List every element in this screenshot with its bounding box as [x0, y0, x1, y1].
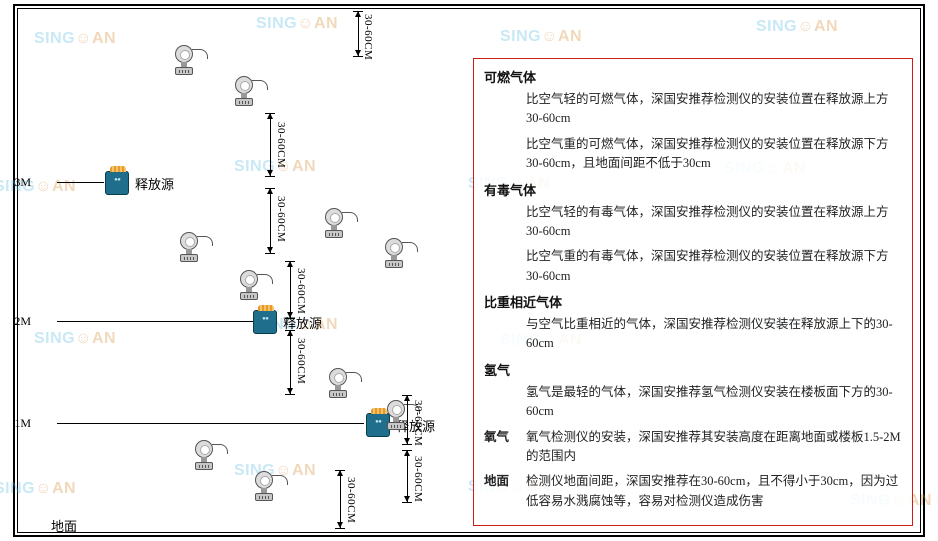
dimension-label: 30-60CM — [275, 122, 287, 168]
ground-label: 地面 — [51, 516, 77, 535]
dimension-arrow-icon — [337, 522, 343, 528]
section-heading: 地面 — [484, 472, 526, 491]
dimension-arrow-icon — [287, 312, 293, 318]
gas-detector-icon — [324, 368, 352, 398]
dimension-label: 30-60CM — [362, 14, 374, 60]
gas-detector-icon — [380, 238, 408, 268]
dimension-arrow-icon — [287, 330, 293, 336]
gas-detector-icon — [235, 270, 263, 300]
dimension-label: 30-60CM — [412, 400, 424, 446]
dimension-label: 30-60CM — [345, 477, 357, 523]
section-heading: 氧气 — [484, 428, 526, 447]
section-heading: 有毒气体 — [484, 180, 902, 199]
guideline-paragraph: 比空气重的可燃气体，深国安推荐检测仪的安装位置在释放源下方30-60cm，且地面… — [484, 135, 902, 174]
y-axis-tick — [57, 182, 104, 183]
dimension-line — [340, 470, 341, 528]
dimension-arrow-icon — [355, 11, 361, 17]
gas-detector-icon — [382, 400, 410, 430]
dimension-cap — [265, 176, 275, 177]
dimension-line — [270, 188, 271, 253]
dimension-label: 30-60CM — [275, 196, 287, 242]
dimension-arrow-icon — [404, 395, 410, 401]
source-device-icon — [105, 171, 129, 195]
dimension-line — [270, 113, 271, 176]
dimension-label: 30-60CM — [295, 268, 307, 314]
gas-detector-icon — [320, 208, 348, 238]
y-axis-label: 2M — [7, 314, 31, 329]
y-axis-tick — [57, 423, 364, 424]
y-axis-label: 3M — [7, 175, 31, 190]
dimension-arrow-icon — [287, 261, 293, 267]
dimension-arrow-icon — [404, 450, 410, 456]
dimension-line — [290, 330, 291, 394]
y-axis-tick — [57, 321, 253, 322]
gas-detector-icon — [170, 45, 198, 75]
dimension-cap — [335, 528, 345, 529]
guideline-paragraph: 氧气氧气检测仪的安装，深国安推荐其安装高度在距离地面或楼板1.5-2M的范围内 — [484, 428, 902, 467]
guideline-paragraph: 与空气比重相近的气体，深国安推荐检测仪安装在释放源上下的30-60cm — [484, 315, 902, 354]
dimension-arrow-icon — [267, 170, 273, 176]
emission-source: 释放源 — [105, 171, 174, 195]
dimension-line — [290, 261, 291, 318]
y-axis-label: 1M — [7, 416, 31, 431]
dimension-arrow-icon — [404, 496, 410, 502]
dimension-label: 30-60CM — [412, 456, 424, 502]
guideline-paragraph: 比空气重的有毒气体，深国安推荐检测仪的安装位置在释放源下方30-60cm — [484, 247, 902, 286]
dimension-arrow-icon — [287, 388, 293, 394]
source-device-icon — [253, 310, 277, 334]
section-heading: 可燃气体 — [484, 67, 902, 86]
guideline-paragraph: 氢气是最轻的气体，深国安推荐氢气检测仪安装在楼板面下方的30-60cm — [484, 383, 902, 422]
section-heading: 比重相近气体 — [484, 292, 902, 311]
guidelines-panel: 可燃气体比空气轻的可燃气体，深国安推荐检测仪的安装位置在释放源上方30-60cm… — [473, 58, 913, 526]
gas-detector-icon — [250, 471, 278, 501]
guideline-paragraph: 比空气轻的可燃气体，深国安推荐检测仪的安装位置在释放源上方30-60cm — [484, 90, 902, 129]
dimension-arrow-icon — [267, 113, 273, 119]
guideline-paragraph: 比空气轻的有毒气体，深国安推荐检测仪的安装位置在释放源上方30-60cm — [484, 203, 902, 242]
gas-detector-icon — [175, 232, 203, 262]
dimension-arrow-icon — [267, 188, 273, 194]
gas-detector-icon — [230, 76, 258, 106]
dimension-arrow-icon — [267, 247, 273, 253]
gas-detector-icon — [190, 440, 218, 470]
source-label: 释放源 — [135, 174, 174, 193]
dimension-label: 30-60CM — [295, 338, 307, 384]
dimension-cap — [285, 318, 295, 319]
dimension-arrow-icon — [404, 438, 410, 444]
dimension-cap — [265, 253, 275, 254]
guideline-paragraph: 地面检测仪地面间距，深国安推荐在30-60cm，且不得小于30cm，因为过低容易… — [484, 472, 902, 511]
dimension-arrow-icon — [337, 470, 343, 476]
dimension-line — [407, 395, 408, 444]
dimension-cap — [402, 502, 412, 503]
section-heading: 氢气 — [484, 360, 902, 379]
dimension-line — [407, 450, 408, 502]
dimension-cap — [285, 394, 295, 395]
dimension-arrow-icon — [355, 50, 361, 56]
dimension-cap — [402, 444, 412, 445]
